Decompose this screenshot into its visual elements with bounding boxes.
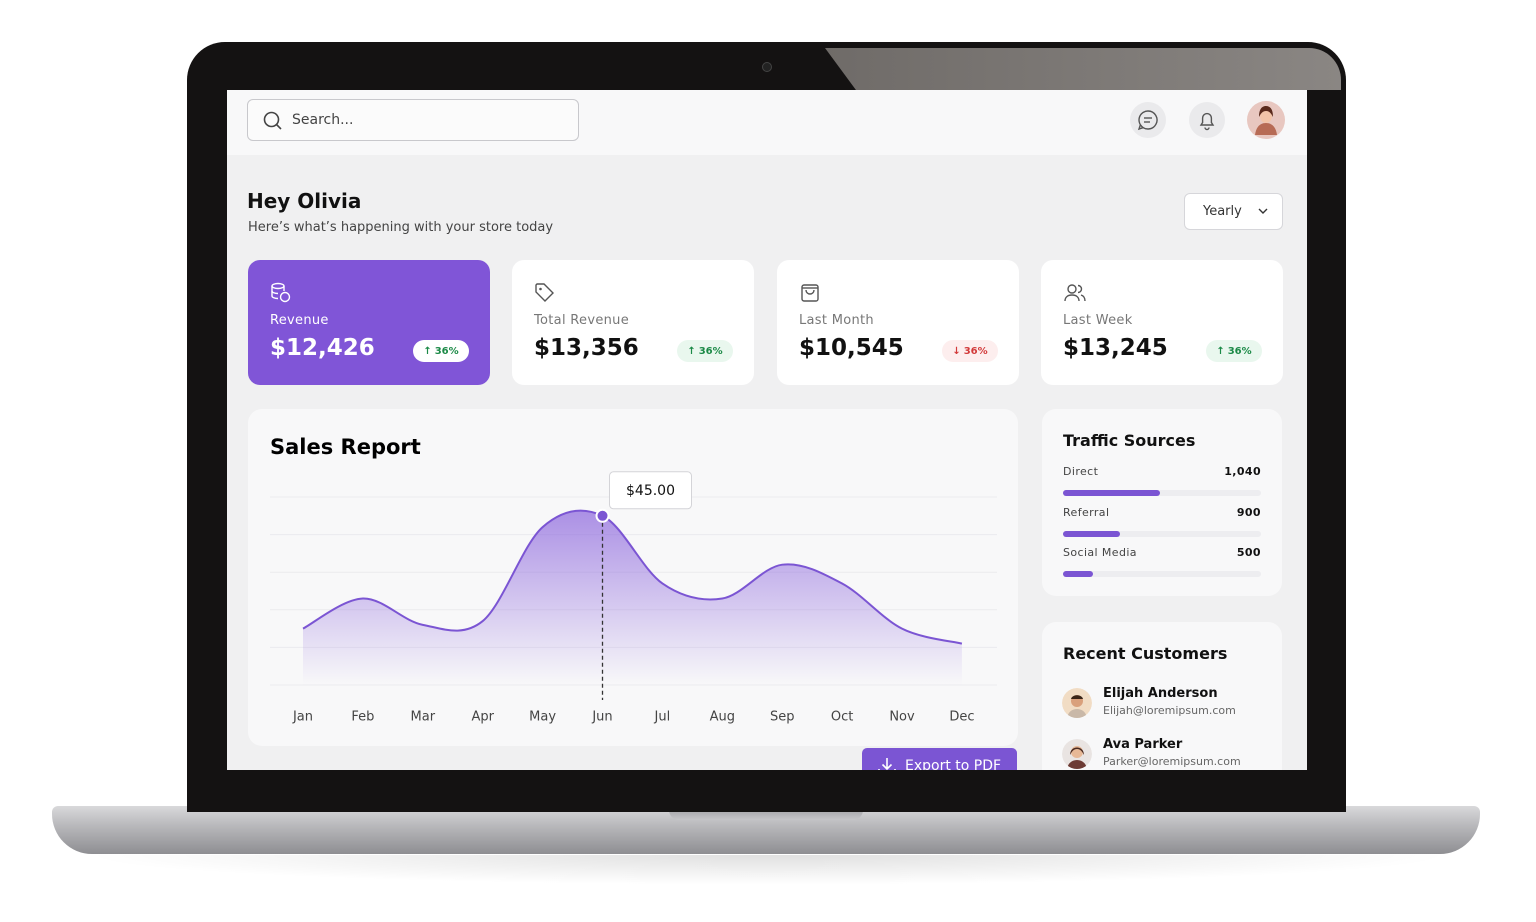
messages-button[interactable] bbox=[1130, 102, 1166, 138]
trend-arrow: ↑ bbox=[1216, 345, 1225, 357]
stat-value: $12,426 bbox=[270, 335, 375, 361]
user-avatar[interactable] bbox=[1247, 101, 1285, 139]
customers-panel: Recent Customers Elijah Anderson Elijah@… bbox=[1042, 622, 1282, 770]
stat-badge: ↑ 36% bbox=[1206, 340, 1262, 362]
stat-change: 36% bbox=[963, 345, 988, 357]
x-tick-label: Dec bbox=[949, 710, 974, 725]
traffic-value: 900 bbox=[1236, 506, 1261, 519]
screen: Search... Hey Olivia Here’s what’s happe… bbox=[227, 90, 1307, 770]
traffic-value: 500 bbox=[1236, 546, 1261, 559]
tooltip-box bbox=[609, 471, 692, 510]
laptop-shadow bbox=[80, 855, 1456, 885]
export-button[interactable]: Export to PDF bbox=[862, 748, 1017, 770]
stat-change: 36% bbox=[1227, 345, 1252, 357]
traffic-name: Direct bbox=[1063, 465, 1099, 478]
coins-icon bbox=[271, 282, 291, 303]
progress-track bbox=[1063, 490, 1261, 496]
search-box[interactable]: Search... bbox=[247, 99, 579, 141]
greeting-title: Hey Olivia bbox=[247, 189, 362, 213]
x-tick-label: Jan bbox=[292, 710, 313, 725]
bezel-glare bbox=[825, 48, 1341, 90]
traffic-value: 1,040 bbox=[1224, 465, 1261, 478]
area-fill bbox=[303, 510, 962, 685]
trend-arrow: ↑ bbox=[423, 345, 432, 357]
message-icon bbox=[1137, 110, 1158, 131]
sales-panel: Sales Report Jan Feb Mar Apr May Jun Jul Aug Sep… bbox=[248, 409, 1018, 770]
x-tick-label: Oct bbox=[831, 710, 853, 725]
search-icon bbox=[263, 111, 282, 130]
x-tick-label: May bbox=[529, 710, 556, 725]
notifications-button[interactable] bbox=[1189, 102, 1225, 138]
tooltip-label: $45.00 bbox=[626, 483, 675, 499]
sales-line bbox=[302, 509, 963, 645]
customer-email: Elijah@loremipsum.com bbox=[1103, 704, 1236, 717]
x-tick-label: Aug bbox=[710, 710, 735, 725]
customer-name: Ava Parker bbox=[1103, 737, 1183, 752]
traffic-row: Direct 1,040 bbox=[1063, 465, 1261, 496]
bag-icon bbox=[801, 284, 819, 302]
traffic-row: Social Media 500 bbox=[1063, 546, 1261, 577]
stat-label: Last Month bbox=[799, 313, 874, 328]
highlight-point bbox=[595, 508, 610, 523]
customer-avatar bbox=[1062, 688, 1092, 718]
x-tick-label: Sep bbox=[770, 710, 795, 725]
x-tick-label: Apr bbox=[471, 710, 494, 725]
progress-track bbox=[1063, 571, 1261, 577]
period-dropdown[interactable]: Yearly bbox=[1184, 193, 1283, 230]
stat-value: $10,545 bbox=[799, 335, 904, 361]
traffic-panel: Traffic Sources Direct 1,040 Referral 900 … bbox=[1042, 409, 1282, 596]
customer-email: Parker@loremipsum.com bbox=[1103, 755, 1241, 768]
stat-badge: ↑ 36% bbox=[677, 340, 733, 362]
traffic-row: Referral 900 bbox=[1063, 506, 1261, 537]
camera bbox=[762, 62, 772, 72]
chevron bbox=[1258, 208, 1268, 214]
stat-badge: ↑ 36% bbox=[413, 340, 469, 362]
greeting-subtitle: Here’s what’s happening with your store … bbox=[248, 220, 554, 235]
customer-row[interactable]: Elijah Anderson Elijah@loremipsum.com bbox=[1062, 686, 1262, 720]
stat-card: Total Revenue $13,356 ↑ 36% bbox=[512, 260, 754, 385]
progress-fill bbox=[1063, 490, 1160, 496]
search-placeholder: Search... bbox=[292, 112, 354, 128]
stat-card: Last Month $10,545 ↓ 36% bbox=[777, 260, 1019, 385]
tag-icon bbox=[535, 283, 554, 302]
stat-label: Last Week bbox=[1063, 313, 1133, 328]
x-tick-label: Jul bbox=[654, 710, 671, 725]
customer-name: Elijah Anderson bbox=[1103, 686, 1218, 701]
x-tick-label: Nov bbox=[889, 710, 915, 725]
progress-track bbox=[1063, 531, 1261, 537]
stat-change: 36% bbox=[434, 345, 459, 357]
traffic-name: Referral bbox=[1063, 506, 1110, 519]
traffic-name: Social Media bbox=[1063, 546, 1137, 559]
period-label: Yearly bbox=[1203, 204, 1242, 219]
stat-label: Total Revenue bbox=[534, 313, 630, 328]
download-icon bbox=[878, 758, 896, 770]
export-label: Export to PDF bbox=[905, 758, 1002, 770]
bell-icon bbox=[1199, 112, 1215, 131]
x-tick-label: Mar bbox=[411, 710, 436, 725]
stat-value: $13,356 bbox=[534, 335, 639, 361]
trend-arrow: ↓ bbox=[952, 345, 961, 357]
stat-change: 36% bbox=[698, 345, 723, 357]
customer-avatar bbox=[1062, 739, 1092, 769]
stat-value: $13,245 bbox=[1063, 335, 1168, 361]
stat-badge: ↓ 36% bbox=[942, 340, 998, 362]
top-bar: Search... bbox=[227, 90, 1307, 155]
stat-card: Last Week $13,245 ↑ 36% bbox=[1041, 260, 1283, 385]
customers-title: Recent Customers bbox=[1063, 644, 1228, 663]
traffic-title: Traffic Sources bbox=[1063, 431, 1196, 450]
trend-arrow: ↑ bbox=[687, 345, 696, 357]
stat-label: Revenue bbox=[270, 313, 329, 328]
users-icon bbox=[1064, 284, 1086, 302]
progress-fill bbox=[1063, 571, 1093, 577]
stat-card: Revenue $12,426 ↑ 36% bbox=[248, 260, 490, 385]
x-tick-label: Feb bbox=[351, 710, 374, 725]
x-tick-label: Jun bbox=[591, 710, 612, 725]
customer-row[interactable]: Ava Parker Parker@loremipsum.com bbox=[1062, 737, 1262, 770]
sales-chart: Sales Report Jan Feb Mar Apr May Jun Jul Aug Sep… bbox=[270, 435, 997, 725]
progress-fill bbox=[1063, 531, 1120, 537]
chart-title: Sales Report bbox=[270, 435, 421, 459]
